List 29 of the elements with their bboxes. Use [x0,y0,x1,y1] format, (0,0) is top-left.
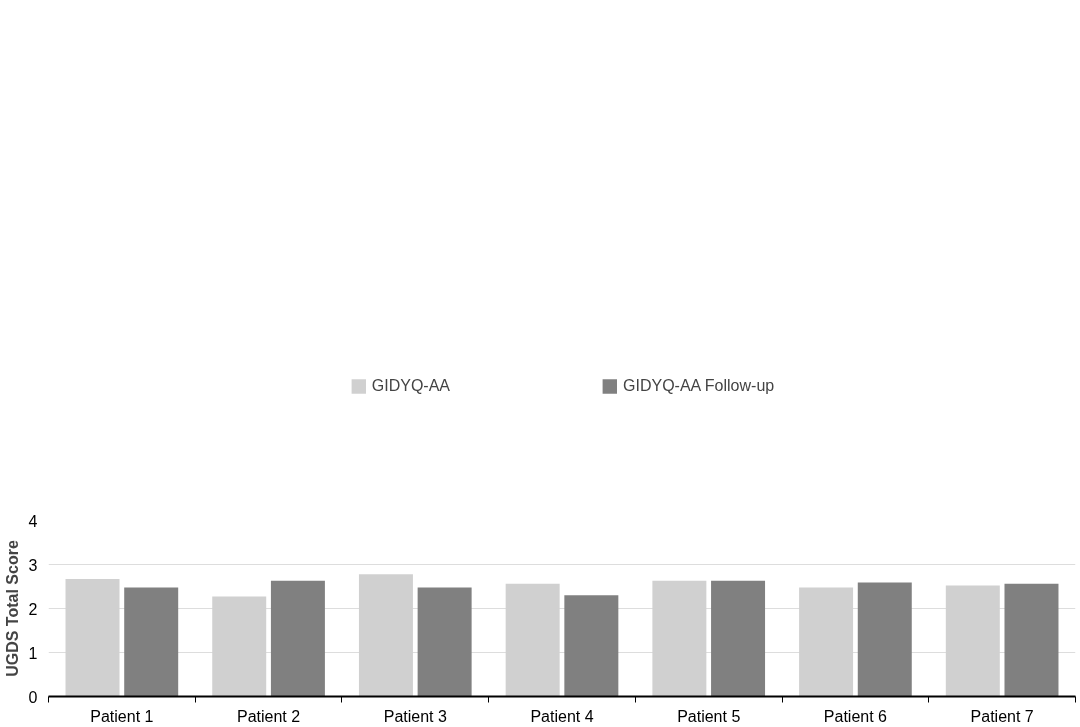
legend-label: GIDYQ-AA Follow-up [623,376,775,395]
bar [711,580,766,697]
x-tick-label: Patient 2 [236,707,301,725]
x-tick-label: Patient 7 [970,707,1034,725]
y-axis-title: UGDS Total Score [3,540,21,677]
x-tick-label: Patient 3 [383,707,447,725]
bar [270,580,325,697]
bar [564,595,619,697]
x-tick-label: Patient 6 [823,707,888,725]
bar [358,574,413,697]
y-tick-label: 2 [28,600,38,618]
bar [212,596,267,697]
legend-label: GIDYQ-AA [371,376,451,395]
bar [124,587,179,697]
bar [505,583,560,697]
bar [652,580,707,697]
y-tick-label: 0 [28,688,38,706]
y-tick-label: 4 [28,512,38,530]
bar [945,585,1000,697]
bar [799,587,854,697]
bar [417,587,472,697]
bar [65,579,120,697]
y-tick-label: 3 [28,556,38,574]
x-tick-label: Patient 4 [530,707,594,725]
bar [1004,583,1059,697]
x-tick-label: Patient 5 [677,707,741,725]
bar [857,582,912,697]
x-tick-label: Patient 1 [90,707,154,725]
y-tick-label: 1 [28,644,38,662]
